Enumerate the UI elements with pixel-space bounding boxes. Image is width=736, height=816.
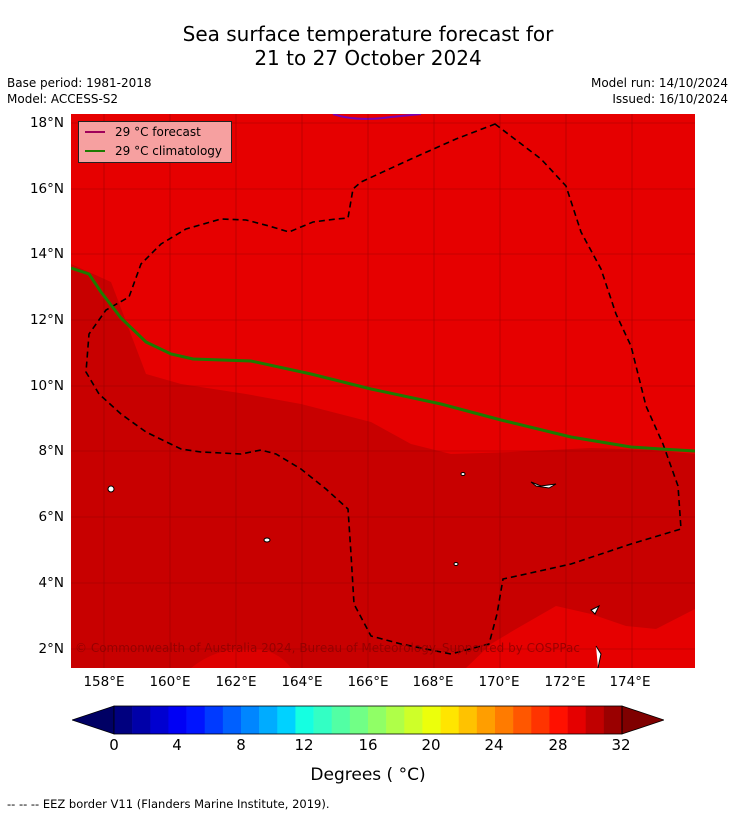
colorbar-label: 24 — [484, 736, 504, 754]
colorbar-label: 32 — [611, 736, 631, 754]
title-line2: 21 to 27 October 2024 — [254, 46, 482, 70]
map-legend: 29 °C forecast 29 °C climatology — [78, 121, 232, 163]
forecast-contour — [332, 114, 422, 120]
colorbar-cell — [331, 706, 351, 734]
climatology-swatch — [85, 150, 105, 152]
title-line: Sea surface temperature forecast for 21 … — [0, 22, 736, 70]
model-name: Model: ACCESS-S2 — [7, 92, 119, 106]
colorbar-label: 0 — [109, 736, 119, 754]
colorbar-cell — [513, 706, 532, 734]
hotter-region — [71, 264, 695, 668]
x-tick: 162°E — [215, 674, 257, 690]
y-tick: 14°N — [29, 246, 64, 262]
x-tick: 160°E — [149, 674, 191, 690]
colorbar-cell — [204, 706, 224, 734]
colorbar-cell — [132, 706, 151, 734]
colorbar-label: 12 — [294, 736, 314, 754]
colorbar-cell — [549, 706, 568, 734]
x-tick: 170°E — [478, 674, 520, 690]
colorbar-cell — [241, 706, 260, 734]
colorbar-cell — [585, 706, 605, 734]
colorbar — [72, 705, 664, 735]
forecast-swatch — [85, 131, 105, 133]
colorbar-cell — [603, 706, 623, 734]
meta-right: Model run: 14/10/2024 Issued: 16/10/2024 — [591, 75, 728, 107]
colorbar-cell — [440, 706, 460, 734]
colorbar-low-arrow — [72, 705, 115, 735]
colorbar-cell — [349, 706, 369, 734]
colorbar-cell — [422, 706, 441, 734]
colorbar-cell — [222, 706, 242, 734]
base-period: Base period: 1981-2018 — [7, 76, 152, 90]
colorbar-cell — [114, 706, 133, 734]
y-tick: 8°N — [38, 443, 64, 459]
colorbar-cell — [277, 706, 296, 734]
x-tick: 172°E — [544, 674, 586, 690]
warm-patch — [191, 648, 291, 668]
eez-border — [85, 123, 682, 655]
colorbar-cell — [168, 706, 187, 734]
colorbar-label: 28 — [548, 736, 568, 754]
colorbar-label: 4 — [172, 736, 182, 754]
legend-climatology: 29 °C climatology — [85, 142, 222, 160]
y-tick: 2°N — [38, 641, 64, 657]
model-run: Model run: 14/10/2024 — [590, 76, 728, 90]
colorbar-border — [113, 705, 623, 735]
title-line1: Sea surface temperature forecast for — [182, 22, 554, 46]
colorbar-cell — [531, 706, 550, 734]
colorbar-cell — [404, 706, 423, 734]
y-tick: 6°N — [38, 509, 64, 525]
colorbar-label: 16 — [358, 736, 378, 754]
y-tick: 10°N — [29, 378, 64, 394]
colorbar-cell — [150, 706, 169, 734]
y-tick: 4°N — [38, 575, 64, 591]
islands — [107, 472, 602, 668]
colorbar-cell — [368, 706, 387, 734]
colorbar-title: Degrees ( °C) — [310, 765, 426, 785]
legend-forecast: 29 °C forecast — [85, 123, 201, 141]
map-grid — [71, 114, 695, 668]
colorbar-high-arrow — [621, 705, 664, 735]
colorbar-label: 20 — [421, 736, 441, 754]
colorbar-cell — [259, 706, 278, 734]
colorbar-cells — [72, 705, 664, 735]
map-canvas — [71, 114, 695, 668]
y-tick: 12°N — [29, 312, 64, 328]
legend-forecast-label: 29 °C forecast — [115, 125, 201, 139]
colorbar-label: 8 — [236, 736, 246, 754]
legend-climatology-label: 29 °C climatology — [115, 144, 223, 158]
y-tick: 18°N — [29, 115, 64, 131]
colorbar-cell — [495, 706, 514, 734]
sst-map[interactable]: 29 °C forecast 29 °C climatology © Commo… — [71, 114, 695, 668]
colorbar-cell — [295, 706, 314, 734]
meta-left: Base period: 1981-2018 Model: ACCESS-S2 — [7, 75, 152, 107]
x-tick: 168°E — [412, 674, 454, 690]
x-tick: 164°E — [281, 674, 323, 690]
colorbar-cell — [476, 706, 496, 734]
climatology-contour — [71, 266, 695, 453]
x-tick: 158°E — [83, 674, 125, 690]
map-credit: © Commonwealth of Australia 2024, Bureau… — [75, 641, 580, 655]
issued-date: Issued: 16/10/2024 — [612, 92, 728, 106]
colorbar-cell — [458, 706, 478, 734]
colorbar-cell — [567, 706, 587, 734]
colorbar-cell — [186, 706, 206, 734]
x-tick: 166°E — [347, 674, 389, 690]
eez-footnote: -- -- -- EEZ border V11 (Flanders Marine… — [7, 797, 330, 811]
x-tick: 174°E — [609, 674, 651, 690]
y-tick: 16°N — [29, 181, 64, 197]
colorbar-cell — [386, 706, 405, 734]
colorbar-cell — [313, 706, 333, 734]
